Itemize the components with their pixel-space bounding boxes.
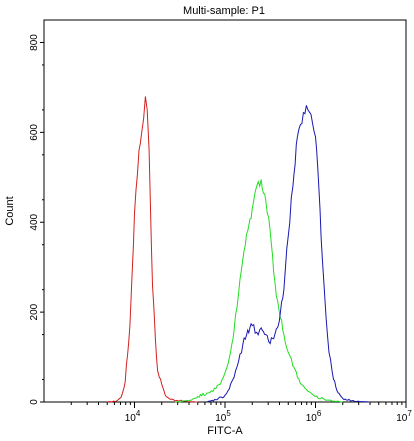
y-axis-label: Count — [4, 196, 16, 225]
x-tick-label: 104 — [125, 409, 141, 424]
series-line-2 — [175, 179, 343, 403]
x-tick-label: 105 — [215, 409, 231, 424]
plot-frame — [43, 19, 407, 403]
x-tick-base: 10 — [125, 413, 137, 424]
x-tick-exponent: 4 — [136, 409, 141, 418]
y-tick-label: 200 — [29, 303, 40, 320]
series-layer — [107, 96, 370, 403]
y-tick-label: 600 — [29, 124, 40, 141]
chart-title: Multi-sample: P1 — [183, 5, 265, 17]
x-axis: 104 105 106 107 — [70, 402, 412, 424]
series-line-3 — [206, 105, 370, 403]
x-tick-exponent: 6 — [317, 409, 322, 418]
x-tick-label: 106 — [306, 409, 322, 424]
y-axis: 0 200 400 600 800 — [29, 34, 44, 405]
y-tick-label: 0 — [29, 399, 40, 405]
y-tick-label: 400 — [29, 213, 40, 230]
x-tick-exponent: 5 — [226, 409, 231, 418]
x-tick-exponent: 7 — [407, 409, 412, 418]
x-tick-base: 10 — [306, 413, 318, 424]
series-line-1 — [107, 96, 198, 403]
x-tick-base: 10 — [215, 413, 227, 424]
x-tick-base: 10 — [396, 413, 408, 424]
x-axis-label: FITC-A — [207, 425, 243, 437]
y-tick-label: 800 — [29, 34, 40, 51]
x-tick-label: 107 — [396, 409, 412, 424]
